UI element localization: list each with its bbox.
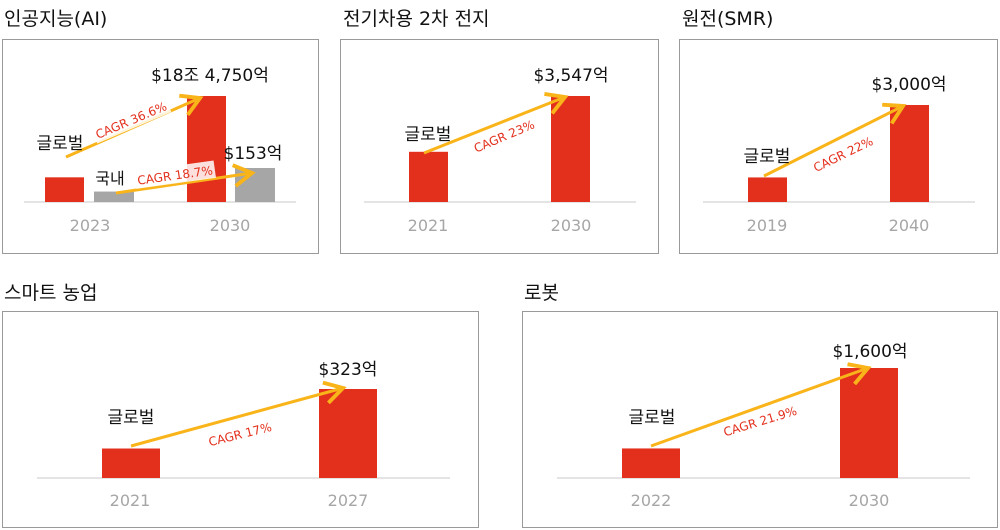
farm-value-2027: $323억 (319, 360, 378, 380)
smr-label-global: 글로벌 (744, 147, 791, 167)
ai-bar-domestic-2023 (94, 191, 134, 202)
ai-cagr-global-text: CAGR 36.6% (94, 99, 169, 142)
farm-label-global: 글로벌 (108, 408, 155, 428)
smr-cagr-text: CAGR 22% (811, 134, 875, 175)
title-ai: 인공지능(AI) (4, 8, 108, 30)
smr-cagr-bg (809, 131, 877, 176)
panel-ai (2, 39, 319, 254)
panel-smart-farm (2, 311, 479, 528)
farm-cagr-bg (206, 417, 274, 451)
robot-value-2030: $1,600억 (832, 342, 907, 362)
ai-tick-2023: 2023 (70, 216, 111, 235)
ai-bar-domestic-2030 (235, 168, 275, 202)
ev-bar-2030 (551, 96, 590, 202)
robot-label-global: 글로벌 (629, 408, 676, 428)
ai-value-domestic-2030: $153억 (224, 144, 283, 164)
farm-tick-2021: 2021 (110, 491, 151, 510)
smr-bar-2040 (890, 105, 929, 202)
farm-bar-2027 (319, 389, 377, 478)
smr-bar-2019 (748, 177, 787, 202)
ai-arrow-domestic (115, 173, 252, 195)
ai-label-domestic: 국내 (95, 169, 124, 188)
smr-value-2040: $3,000억 (871, 75, 946, 95)
title-ev-battery: 전기차용 2차 전지 (343, 8, 490, 30)
farm-bar-2021 (102, 448, 160, 478)
farm-cagr-text: CAGR 17% (207, 420, 273, 449)
robot-tick-2022: 2022 (631, 491, 672, 510)
ev-arrow (423, 97, 565, 155)
ev-label-global: 글로벌 (405, 125, 452, 145)
robot-cagr-text: CAGR 21.9% (722, 404, 799, 440)
smr-tick-2019: 2019 (747, 216, 788, 235)
robot-bar-2030 (840, 368, 898, 478)
ai-bar-global-2030 (187, 96, 226, 202)
ev-cagr-bg (470, 114, 538, 157)
title-smr: 원전(SMR) (682, 8, 774, 30)
robot-cagr-bg (718, 400, 801, 441)
ai-cagr-global-bg (90, 96, 172, 144)
robot-arrow (650, 368, 868, 448)
smr-arrow (763, 106, 903, 178)
robot-tick-2030: 2030 (849, 491, 890, 510)
robot-bar-2022 (622, 448, 680, 478)
ev-tick-2021: 2021 (408, 216, 449, 235)
ai-bar-global-2023 (45, 177, 84, 202)
ev-bar-2021 (409, 151, 448, 202)
ai-value-global-2030: $18조 4,750억 (151, 66, 269, 86)
ai-label-global: 글로벌 (37, 134, 84, 154)
title-robot: 로봇 (524, 282, 559, 304)
ai-tick-2030: 2030 (210, 216, 251, 235)
title-smart-farm: 스마트 농업 (4, 282, 98, 304)
ev-value-2030: $3,547억 (533, 66, 608, 86)
farm-tick-2027: 2027 (328, 491, 369, 510)
ai-cagr-domestic-bg (133, 160, 216, 189)
ev-tick-2030: 2030 (551, 216, 592, 235)
smr-tick-2040: 2040 (889, 216, 930, 235)
ai-cagr-global: CAGR 36.6% (90, 96, 172, 144)
smr-cagr: CAGR 22% (809, 131, 877, 176)
farm-arrow (130, 388, 343, 448)
